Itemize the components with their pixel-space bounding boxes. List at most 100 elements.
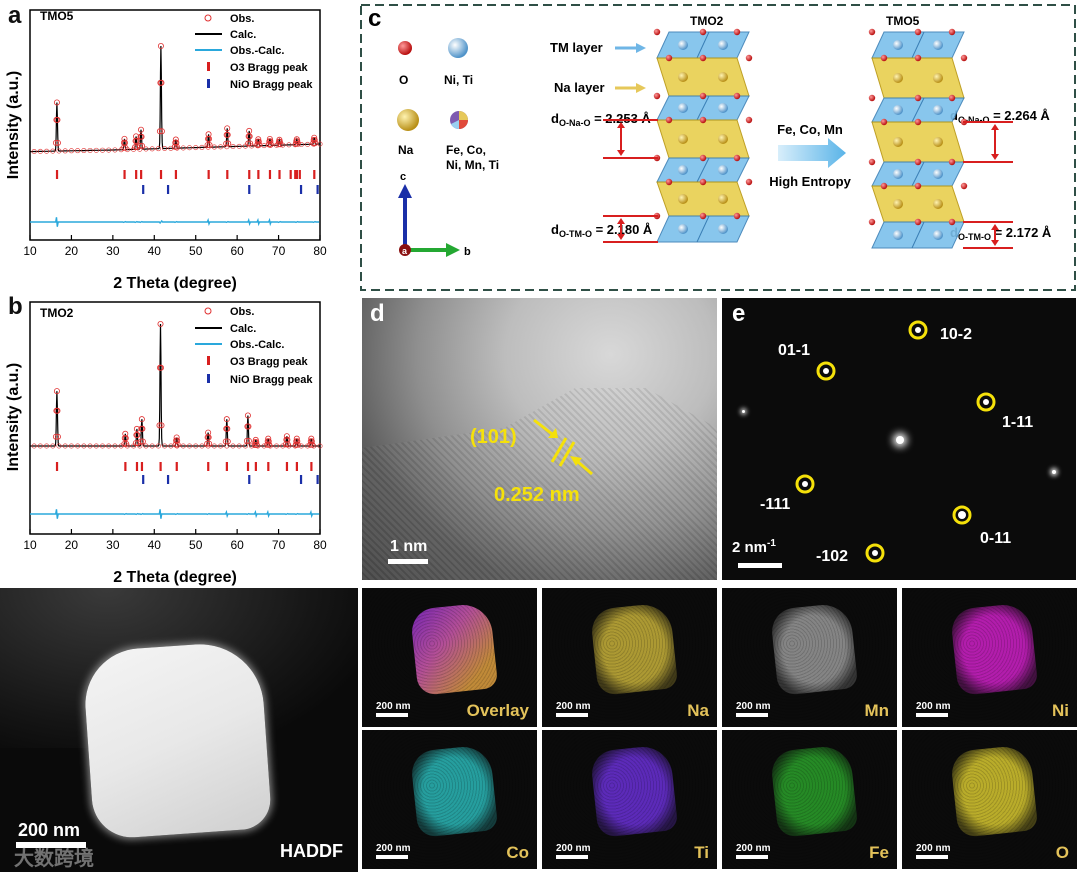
- obs-point: [133, 138, 140, 145]
- tm-atom: [678, 40, 688, 50]
- obs-point: [168, 443, 174, 449]
- obs-point: [93, 147, 99, 153]
- legend-o: O: [399, 73, 408, 87]
- oxygen-atom: [914, 28, 922, 36]
- obs-point: [249, 443, 255, 449]
- oxygen-atom: [948, 158, 956, 166]
- na-atom: [718, 194, 728, 204]
- xrd-chart-tmo5: TMO5 10 20 30 40 50 60 70 80 Intensity (a.u.) 2…: [5, 9, 327, 292]
- obs-point: [155, 443, 161, 449]
- obs-point: [50, 148, 56, 154]
- map-dots: [362, 588, 537, 727]
- na-layer-label: Na layer: [554, 80, 605, 95]
- obs-point: [100, 443, 106, 449]
- obs-point: [62, 443, 68, 449]
- obs-point: [205, 434, 212, 441]
- tm-atom: [718, 165, 728, 175]
- oxygen-atom: [699, 54, 707, 62]
- tm-atom: [678, 224, 688, 234]
- o3-bragg-tick: [174, 170, 178, 179]
- obs-point: [311, 141, 317, 147]
- tm-layer-label: TM layer: [550, 40, 603, 55]
- x-tick-label: 30: [106, 538, 120, 552]
- haddf-image: f 200 nm HADDF 大数跨境: [0, 588, 358, 872]
- tm-atom: [718, 103, 728, 113]
- map-dots: [902, 588, 1077, 727]
- spot-1-11: [976, 392, 996, 412]
- obs-point: [243, 437, 250, 444]
- eds-map-na: 200 nm Na: [542, 588, 717, 727]
- o3-bragg-tick: [175, 462, 178, 471]
- obs-point: [81, 148, 87, 154]
- diff-line: [30, 217, 320, 227]
- obs-point: [273, 142, 279, 148]
- oxygen-atom: [733, 92, 741, 100]
- obs-point: [157, 43, 164, 50]
- o3-bragg-tick: [313, 170, 316, 179]
- oxygen-atom: [665, 54, 673, 62]
- axis-c-label: c: [400, 171, 406, 183]
- obs-point: [294, 438, 301, 445]
- octahedron-edge: [696, 31, 710, 59]
- oxygen-atom: [914, 218, 922, 226]
- obs-point: [54, 139, 61, 146]
- panel-letter-a: a: [8, 2, 22, 29]
- obs-point: [106, 147, 112, 153]
- spot-label: -111: [760, 496, 791, 513]
- na-layer: [871, 57, 965, 99]
- obs-point: [244, 412, 251, 419]
- map-label: Overlay: [466, 701, 529, 720]
- obs-point: [193, 145, 199, 151]
- oxygen-atom: [880, 118, 888, 126]
- dim-arrowhead: [991, 124, 999, 130]
- dim-arrowhead: [991, 240, 999, 246]
- obs-point: [112, 443, 118, 449]
- nio-bragg-tick: [142, 185, 145, 194]
- obs-point: [277, 141, 284, 148]
- obs-point: [298, 142, 304, 148]
- dim-arrowhead: [617, 234, 625, 240]
- y-axis-label: Intensity (a.u.): [5, 71, 22, 179]
- x-tick-label: 60: [230, 538, 244, 552]
- obs-point: [137, 142, 144, 149]
- tm-atom: [678, 103, 688, 113]
- na-atom: [718, 72, 728, 82]
- o3-bragg-tick: [140, 462, 144, 471]
- oxygen-atom: [948, 94, 956, 102]
- x-tick-label: 50: [189, 244, 203, 258]
- axis-c-arrowhead: [398, 184, 412, 198]
- o3-bragg-tick: [207, 170, 210, 179]
- spot-label: 10-2: [940, 326, 973, 343]
- o3-bragg-tick: [248, 170, 251, 179]
- obs-point: [199, 443, 205, 449]
- obs-point: [245, 423, 252, 430]
- obs-point: [139, 438, 146, 445]
- oxygen-atom: [948, 218, 956, 226]
- legend-mix-line1: Fe, Co,: [446, 143, 486, 157]
- map-label: Na: [687, 701, 709, 720]
- o3-bragg-tick: [294, 170, 297, 179]
- structure-title-left: TMO2: [690, 14, 724, 28]
- obs-point: [56, 443, 62, 449]
- obs-point: [81, 443, 87, 449]
- obs-point: [261, 443, 267, 449]
- structure-tmo2: [603, 28, 753, 243]
- d-na-label-left: dO-Na-O = 2.253 Å: [551, 111, 651, 128]
- tm-atom: [718, 40, 728, 50]
- na-atom: [893, 137, 903, 147]
- map-label: Mn: [864, 701, 889, 720]
- obs-point: [284, 436, 291, 443]
- spot-01-1: [816, 361, 836, 381]
- tm-atom: [893, 105, 903, 115]
- obs-point: [206, 142, 213, 149]
- haddf-label: HADDF: [280, 841, 343, 861]
- obs-point: [305, 443, 311, 449]
- fringe-marker: [533, 418, 593, 476]
- diff-line: [30, 509, 320, 519]
- spot-label: 01-1: [778, 342, 811, 359]
- obs-point: [100, 147, 106, 153]
- obs-point: [261, 143, 267, 149]
- obs-point: [273, 443, 279, 449]
- oxygen-atom: [914, 94, 922, 102]
- scale-bar-label: 200 nm: [18, 820, 81, 840]
